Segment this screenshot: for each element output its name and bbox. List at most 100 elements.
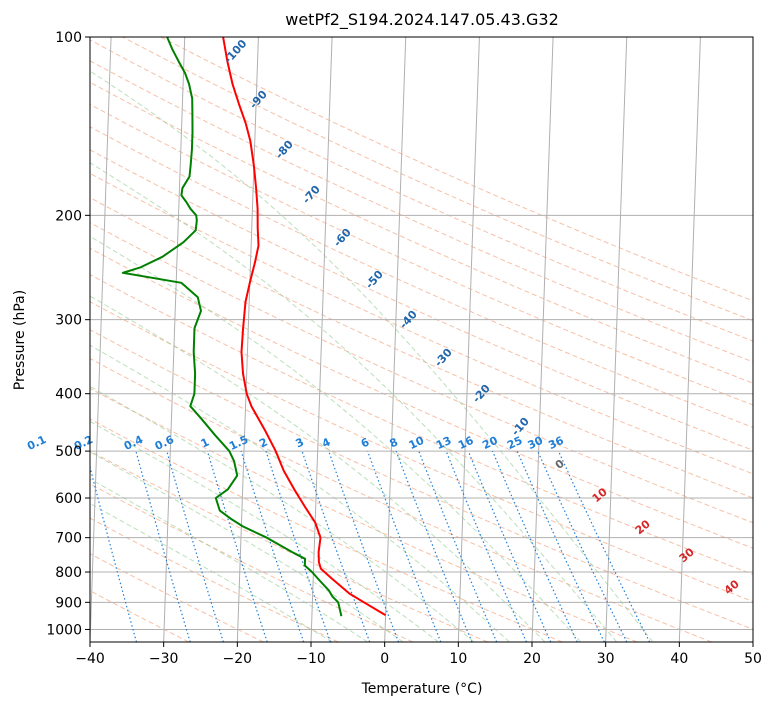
- isotherm-line: [752, 627, 753, 642]
- y-axis-label: Pressure (hPa): [12, 290, 28, 390]
- dry-adiabat-line: [90, 60, 753, 363]
- moist-adiabat-line: [90, 478, 368, 642]
- dry-adiabat-line: [160, 37, 753, 302]
- dry-adiabat-line: [90, 274, 753, 575]
- x-tick-label: −30: [149, 651, 179, 667]
- moist-adiabat-line: [90, 420, 439, 642]
- moist-adiabat-line: [90, 162, 618, 642]
- mixing-ratio-line: [418, 450, 498, 642]
- isotherm-line: [384, 37, 407, 642]
- x-axis-label: Temperature (°C): [361, 681, 483, 697]
- diagonal-label: -80: [273, 138, 296, 162]
- line-labels: -100-90-80-70-60-50-40-30-20-100.1 0.2 0.4…: [25, 37, 742, 597]
- dry-adiabat-line: [90, 39, 753, 342]
- mixing-ratio-line: [206, 450, 268, 642]
- y-tick-label: 900: [55, 595, 82, 611]
- dry-adiabat-line: [90, 81, 753, 384]
- dry-adiabat-line: [90, 222, 753, 524]
- mixing-ratio-line: [90, 464, 138, 642]
- moist-adiabat-line: [90, 344, 510, 642]
- moist-adiabat-line: [90, 70, 654, 642]
- mixing-ratio-line: [516, 450, 605, 642]
- grid-lines: [90, 37, 753, 642]
- mixing-ratio-line: [367, 450, 442, 642]
- dry-adiabat-line: [90, 357, 712, 642]
- diagonal-label: -90: [247, 88, 270, 112]
- mixing-ratio-line: [166, 450, 224, 642]
- isotherm-line: [678, 37, 701, 642]
- diagonal-label: -60: [331, 226, 354, 250]
- y-tick-label: 400: [55, 387, 82, 403]
- mixing-ratio-label: 36: [546, 434, 566, 452]
- y-tick-label: 800: [55, 565, 82, 581]
- mixing-ratio-line: [301, 450, 371, 642]
- mixing-ratio-line: [395, 450, 473, 642]
- temperature-line: [222, 37, 387, 617]
- diagonal-label: -30: [432, 346, 455, 370]
- diagonal-label: -100: [221, 37, 249, 66]
- moist-adiabat-line: [90, 502, 333, 642]
- x-tick-label: 40: [670, 651, 688, 667]
- diagonal-label: -40: [397, 308, 420, 332]
- y-tick-label: 1000: [46, 622, 82, 638]
- red-label: 30: [677, 545, 697, 565]
- x-tick-label: −20: [223, 651, 253, 667]
- mixing-ratio-label: 1.5: [227, 433, 250, 453]
- y-tick-label: 500: [55, 444, 82, 460]
- mixing-ratio-line: [557, 450, 651, 642]
- mixing-ratio-line: [240, 450, 305, 642]
- x-tick-label: −40: [75, 651, 105, 667]
- y-tick-label: 100: [55, 30, 82, 46]
- isotherm-line: [90, 37, 112, 642]
- dry-adiabat-line: [90, 387, 638, 642]
- red-label: 40: [722, 577, 742, 597]
- x-tick-label: 20: [523, 651, 541, 667]
- mixing-ratio-label: 25: [505, 434, 524, 452]
- y-tick-label: 200: [55, 208, 82, 224]
- mixing-ratio-label: 6: [359, 435, 372, 450]
- mixing-ratio-label: 0.6: [153, 433, 176, 453]
- mixing-ratio-label: 0.4: [122, 433, 145, 453]
- profile-series: [121, 37, 387, 617]
- x-tick-label: 30: [597, 651, 615, 667]
- dry-adiabat-line: [90, 197, 753, 499]
- diagonal-label: -70: [300, 183, 323, 207]
- dry-adiabat-line: [90, 517, 339, 642]
- dry-adiabat-line: [90, 301, 753, 602]
- dry-adiabat-line: [122, 37, 753, 322]
- plot-frame: [89, 36, 754, 643]
- dewpoint-line: [121, 37, 343, 617]
- chart-title: wetPf2_S194.2024.147.05.43.G32: [285, 10, 559, 30]
- dry-adiabat-line: [90, 172, 753, 475]
- isotherm-line: [236, 37, 259, 642]
- mixing-ratio-label: 30: [526, 434, 546, 452]
- dry-adiabat-line: [90, 329, 753, 630]
- isotherm-line: [163, 37, 186, 642]
- red-label: 10: [590, 485, 610, 505]
- mixing-ratio-line: [265, 450, 332, 642]
- background-lines: [90, 37, 753, 642]
- mixing-ratio-label: 0.1: [25, 433, 48, 453]
- mixing-ratio-label: 13: [434, 434, 453, 452]
- dry-adiabat-line: [90, 590, 190, 642]
- mixing-ratio-label: 1: [199, 435, 211, 450]
- isotherm-line: [310, 37, 333, 642]
- diagonal-label: -50: [363, 268, 386, 292]
- x-tick-label: 0: [380, 651, 389, 667]
- diagonal-label: -10: [509, 415, 532, 439]
- mixing-ratio-label: 20: [480, 434, 500, 452]
- isotherm-line: [605, 37, 628, 642]
- dry-adiabat-line: [90, 483, 414, 642]
- moist-adiabat-line: [90, 295, 546, 642]
- mixing-ratio-line: [135, 450, 191, 642]
- dry-adiabat-line: [90, 247, 753, 549]
- isotherm-line: [531, 37, 554, 642]
- diagonal-label: -20: [470, 382, 493, 406]
- y-tick-label: 600: [55, 491, 82, 507]
- mixing-ratio-line: [467, 450, 552, 642]
- moist-adiabat-line: [90, 235, 582, 642]
- axis-ticks: −40 −30 −20 −10 0 10 20 30 40 5010020030040050060…: [46, 30, 762, 667]
- mixing-ratio-label: 10: [407, 434, 427, 452]
- dry-adiabat-line: [90, 553, 264, 642]
